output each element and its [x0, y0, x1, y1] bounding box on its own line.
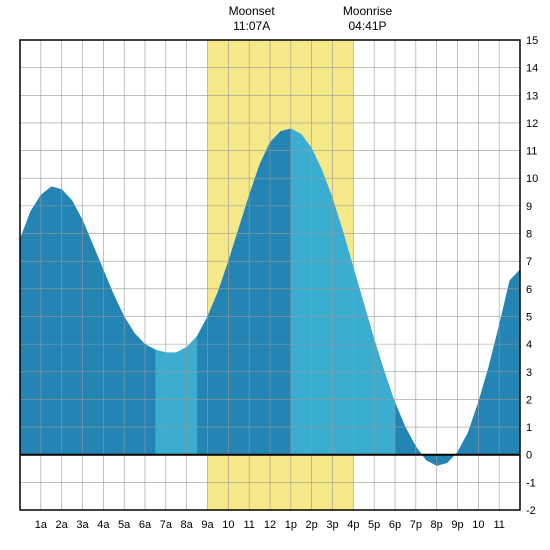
x-tick-label: 8p	[431, 519, 443, 531]
top-label-time: 11:07A	[233, 19, 270, 33]
x-tick-label: 11	[243, 519, 254, 531]
x-tick-label: 2a	[56, 519, 69, 531]
y-tick-label: 13	[526, 90, 538, 102]
x-tick-label: 8a	[181, 519, 194, 531]
x-tick-label: 6a	[139, 519, 152, 531]
y-tick-label: 4	[526, 339, 532, 351]
x-tick-label: 4a	[97, 519, 110, 531]
x-tick-label: 7a	[160, 519, 173, 531]
y-tick-label: 5	[526, 311, 532, 323]
y-tick-label: 9	[526, 201, 532, 213]
x-tick-label: 9p	[451, 519, 463, 531]
x-tick-label: 5p	[368, 519, 380, 531]
y-tick-label: 12	[526, 118, 538, 130]
y-tick-label: 0	[526, 450, 532, 462]
y-tick-label: 2	[526, 394, 532, 406]
y-tick-label: 7	[526, 256, 532, 268]
x-tick-label: 3a	[76, 519, 89, 531]
chart-svg: -2-101234567891011121314151a2a3a4a5a6a7a…	[0, 0, 550, 550]
y-tick-label: 11	[526, 146, 537, 158]
y-tick-label: 14	[526, 63, 538, 75]
x-tick-label: 11	[493, 519, 504, 531]
x-tick-label: 6p	[389, 519, 401, 531]
y-tick-label: -1	[526, 477, 536, 489]
x-tick-label: 2p	[306, 519, 318, 531]
y-tick-label: -2	[526, 505, 536, 517]
y-tick-label: 8	[526, 229, 532, 241]
top-label-time: 04:41P	[348, 19, 386, 33]
tide-chart: -2-101234567891011121314151a2a3a4a5a6a7a…	[0, 0, 550, 550]
top-label-title: Moonrise	[343, 4, 393, 18]
x-tick-label: 4p	[347, 519, 359, 531]
x-tick-label: 1p	[285, 519, 297, 531]
x-tick-label: 10	[222, 519, 234, 531]
top-label-title: Moonset	[229, 4, 276, 18]
y-tick-label: 1	[526, 422, 532, 434]
y-tick-label: 6	[526, 284, 532, 296]
x-tick-label: 1a	[35, 519, 48, 531]
x-tick-label: 12	[264, 519, 276, 531]
x-tick-label: 5a	[118, 519, 131, 531]
y-tick-label: 3	[526, 367, 532, 379]
y-tick-label: 15	[526, 35, 538, 47]
x-tick-label: 7p	[410, 519, 422, 531]
y-tick-label: 10	[526, 173, 538, 185]
x-tick-label: 9a	[201, 519, 214, 531]
x-tick-label: 10	[472, 519, 484, 531]
x-tick-label: 3p	[326, 519, 338, 531]
